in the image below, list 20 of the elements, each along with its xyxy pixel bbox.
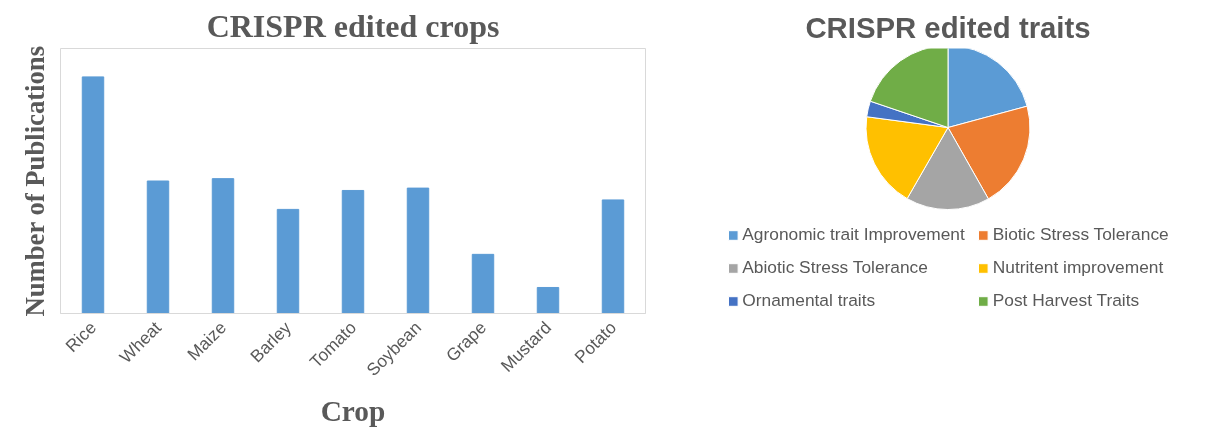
legend-label: Biotic Stress Tolerance: [992, 224, 1169, 245]
bar: [276, 208, 300, 314]
chart-title: CRISPR edited crops: [206, 7, 500, 44]
legend-label: Ornamental traits: [742, 290, 876, 311]
legend-label: Nutritent improvement: [992, 257, 1164, 278]
x-tick-label: Rice: [61, 317, 101, 357]
chart-title: CRISPR edited traits: [805, 10, 1091, 44]
bar: [341, 189, 365, 314]
legend-label: Post Harvest Traits: [992, 290, 1140, 311]
bar: [146, 180, 170, 314]
bar: [406, 187, 430, 314]
bar: [471, 253, 495, 314]
bar: [81, 76, 105, 314]
bar: [536, 286, 560, 314]
bar: [601, 199, 625, 314]
bar: [211, 178, 235, 314]
y-axis-title: Number of Publications: [19, 45, 50, 317]
legend-label: Abiotic Stress Tolerance: [742, 257, 928, 278]
legend-label: Agronomic trait Improvement: [742, 224, 965, 245]
x-axis-title: Crop: [320, 395, 386, 428]
